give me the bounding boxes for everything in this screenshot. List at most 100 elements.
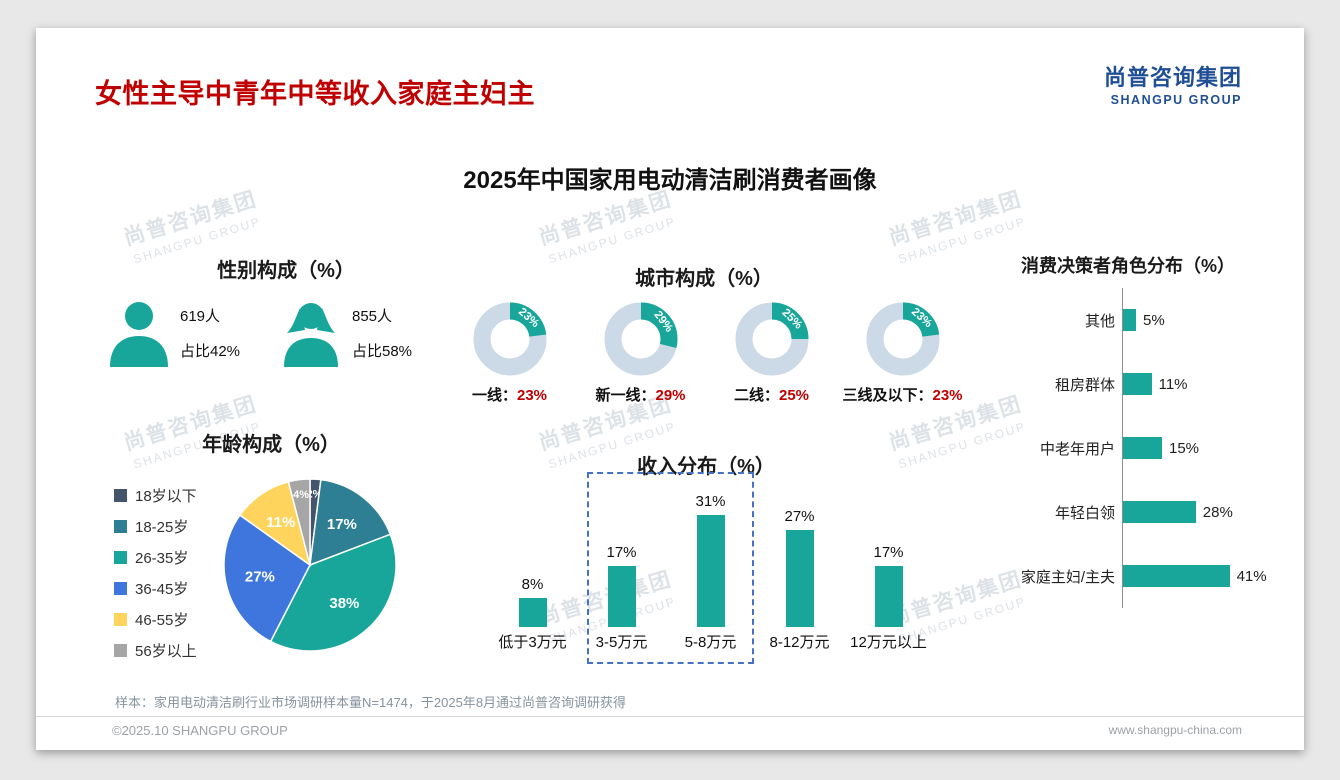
role-row: 年轻白领 28% (956, 480, 1300, 544)
income-highlight-box (587, 472, 754, 664)
female-icon (284, 303, 338, 367)
income-category: 8-12万元 (769, 634, 830, 651)
legend-swatch (114, 520, 127, 533)
role-label: 年轻白领 (1054, 504, 1115, 522)
donut-value: 23% (516, 387, 548, 404)
legend-label: 18岁以下 (135, 488, 197, 505)
page-title: 女性主导中青年中等收入家庭主妇主 (95, 79, 535, 109)
income-column: 27% (755, 508, 844, 627)
age-legend: 18岁以下 18-25岁 26-35岁 36-45岁 46-55岁 56岁以上 (114, 480, 197, 666)
legend-label: 26-35岁 (135, 550, 189, 567)
donut-value: 25% (778, 387, 810, 404)
roles-chart: 其他 5% 租房群体 11% 中老年用户 15% 年轻白领 28% 家庭主妇/主夫 41% (956, 288, 1300, 608)
legend-swatch (114, 582, 127, 595)
person-count: 855人 (352, 308, 393, 325)
legend-swatch (114, 644, 127, 657)
role-value: 11% (1158, 375, 1188, 393)
person-share: 占比58% (352, 343, 413, 360)
brand-logo-en: SHANGPU GROUP (1110, 93, 1242, 107)
city-donuts: 23% 一线：23% 29% 新一线：29% 25% 二线：25% 23% 三线及以下：23% (444, 295, 972, 405)
income-value: 8% (521, 576, 544, 594)
gender-items: 619人 占比42% 855人 占比58% (106, 299, 466, 371)
legend-item: 36-45岁 (114, 573, 197, 604)
donut-label: 新一线： (595, 387, 656, 404)
legend-item: 46-55岁 (114, 604, 197, 635)
footer-divider (36, 716, 1304, 717)
role-bar-area: 41% (1122, 544, 1300, 608)
city-chart-title: 城市构成（%） (635, 268, 773, 290)
role-value: 28% (1202, 503, 1233, 521)
donut-label: 一线： (471, 387, 517, 404)
role-label: 租房群体 (1054, 376, 1115, 394)
legend-label: 18-25岁 (135, 519, 189, 536)
svg-text:38%: 38% (329, 595, 359, 612)
age-chart-title: 年龄构成（%） (202, 434, 340, 456)
income-category: 5-8万元 (684, 634, 737, 651)
slide: 尚普咨询集团 SHANGPU GROUP 尚普咨询集团 SHANGPU GROUP 尚普… (36, 28, 1304, 750)
role-value: 15% (1169, 439, 1200, 457)
role-label: 中老年用户 (1039, 440, 1115, 458)
income-value: 17% (873, 543, 904, 561)
income-bar (696, 515, 725, 627)
brand-logo-cn: 尚普咨询集团 (1103, 65, 1242, 90)
svg-text:4%: 4% (293, 489, 309, 501)
role-value: 41% (1236, 567, 1267, 585)
legend-item: 18-25岁 (114, 511, 197, 542)
income-bar (518, 598, 547, 627)
person-share: 占比42% (180, 343, 241, 360)
gender-chart-title: 性别构成（%） (217, 260, 355, 282)
role-row: 家庭主妇/主夫 41% (956, 544, 1300, 608)
donut-value: 23% (932, 387, 963, 404)
female-icon-holder (278, 299, 344, 371)
income-value: 27% (784, 507, 815, 525)
legend-swatch (114, 551, 127, 564)
income-value: 31% (695, 493, 726, 511)
legend-item: 56岁以上 (114, 635, 197, 666)
legend-item: 18岁以下 (114, 480, 197, 511)
svg-text:11%: 11% (266, 514, 295, 531)
city-donut: 29% 新一线：29% (575, 295, 706, 405)
website-text: www.shangpu-china.com (1108, 723, 1242, 737)
income-column: 17% (577, 544, 666, 627)
roles-chart-title: 消费决策者角色分布（%） (1020, 256, 1235, 276)
svg-text:27%: 27% (245, 569, 275, 586)
female-stat: 855人占比58% (278, 299, 450, 371)
donut-caption: 新一线：29% (595, 384, 685, 405)
role-bar (1123, 373, 1152, 395)
donut-label: 三线及以下： (842, 387, 933, 404)
income-column: 31% (666, 493, 755, 627)
income-category: 3-5万元 (595, 634, 648, 651)
sample-note: 样本：家用电动清洁刷行业市场调研样本量N=1474，于2025年8月通过尚普咨询… (115, 695, 627, 710)
income-category: 12万元以上 (850, 634, 927, 651)
income-section: 收入分布（%） 8% 17% 31% 27% 17% 低于3万元 3-5万元 5-8万元 8-… (466, 450, 946, 685)
role-bar-area: 5% (1122, 288, 1300, 352)
role-row: 其他 5% (956, 288, 1300, 352)
donut-chart: 29% (604, 302, 677, 376)
male-icon-holder (106, 299, 172, 371)
age-pie: 2% 17% 38% 27% 11% 4% (222, 477, 398, 658)
income-value: 17% (606, 543, 637, 561)
donut-caption: 三线及以下：23% (842, 384, 962, 405)
person-count: 619人 (180, 308, 221, 325)
role-bar (1123, 309, 1136, 331)
main-title: 2025年中国家用电动清洁刷消费者画像 (463, 167, 877, 194)
male-stat: 619人占比42% (106, 299, 278, 371)
income-bar (607, 565, 636, 627)
donut-chart: 23% (473, 302, 546, 376)
gender-section: 性别构成（%） 619人 占比42% 855人 占比58% (106, 254, 466, 371)
role-bar-area: 28% (1122, 480, 1300, 544)
donut-caption: 一线：23% (472, 384, 547, 405)
role-row: 中老年用户 15% (956, 416, 1300, 480)
roles-section: 消费决策者角色分布（%） 其他 5% 租房群体 11% 中老年用户 15% 年轻白领 28% 家… (956, 252, 1300, 608)
city-section: 城市构成（%） 23% 一线：23% 29% 新一线：29% 25% 二线：25% 23% 三… (436, 262, 972, 405)
income-chart: 8% 17% 31% 27% 17% (488, 477, 933, 627)
role-bar-area: 15% (1122, 416, 1300, 480)
male-icon (110, 302, 168, 367)
donut-value: 29% (655, 387, 686, 404)
role-label: 家庭主妇/主夫 (1020, 568, 1115, 586)
income-category: 低于3万元 (498, 634, 567, 651)
city-donut: 25% 二线：25% (706, 295, 837, 405)
donut-caption: 二线：25% (734, 384, 809, 405)
income-categories: 低于3万元 3-5万元 5-8万元 8-12万元 12万元以上 (488, 631, 933, 652)
brand-logo: 尚普咨询集团 SHANGPU GROUP (1104, 60, 1242, 107)
